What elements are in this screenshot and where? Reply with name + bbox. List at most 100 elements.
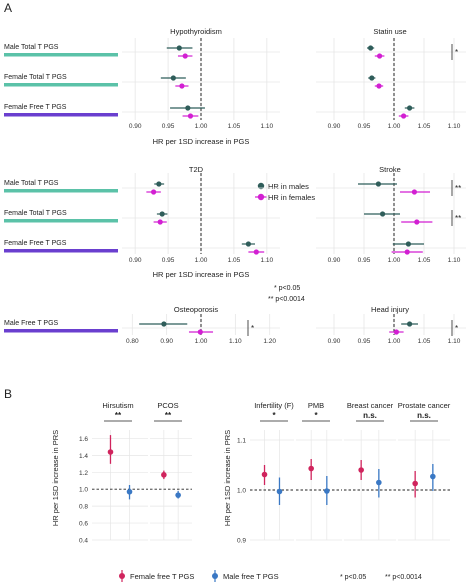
point-male — [161, 321, 167, 327]
point-female — [308, 465, 314, 472]
row-label: Male Total T PGS — [4, 44, 59, 51]
panel-b-pcos: PCOS** — [150, 401, 192, 541]
point-male — [375, 181, 381, 187]
x-tick-label: 0.95 — [358, 257, 371, 264]
x-tick-label: 1.10 — [261, 123, 274, 130]
point-male — [376, 479, 382, 486]
row-label-bar — [4, 219, 118, 223]
chart-title: Hypothyroidism — [170, 27, 222, 36]
legend-female-label: HR in females — [268, 193, 315, 202]
x-tick-label: 1.10 — [448, 123, 461, 130]
panel-b-infertility-f-: 0.9 1.0 1.1 Infertility (F)* — [237, 401, 294, 545]
chart-title: T2D — [189, 165, 204, 174]
x-tick-label: 1.05 — [418, 338, 431, 345]
x-tick-label: 0.95 — [358, 338, 371, 345]
row-label-bar — [4, 189, 118, 193]
point-female — [187, 113, 194, 119]
point-male — [380, 211, 386, 217]
x-tick-label: 1.05 — [418, 123, 431, 130]
point-male — [185, 105, 191, 111]
point-female — [414, 219, 420, 225]
sig-marker: n.s. — [417, 411, 431, 420]
row-label-bar — [4, 53, 118, 57]
y-tick-label: 1.0 — [79, 487, 88, 494]
x-tick-label: 1.10 — [448, 338, 461, 345]
x-tick-label: 0.90 — [129, 123, 142, 130]
panel-b-pmb: PMB* — [296, 401, 342, 541]
x-tick-label: 1.05 — [228, 123, 241, 130]
point-male — [405, 241, 411, 247]
x-tick-label: 1.10 — [448, 257, 461, 264]
row-label: Female Total T PGS — [4, 210, 67, 217]
point-male — [369, 75, 375, 81]
group-title: PMB — [308, 401, 324, 410]
y-tick-label: 0.8 — [79, 504, 88, 511]
x-tick-label: 0.90 — [129, 257, 142, 264]
chart-title: Stroke — [379, 165, 401, 174]
y-tick-label: 1.2 — [79, 470, 88, 477]
panel-label-b: B — [4, 387, 12, 401]
forest-plot-t2d: 0.90 0.95 1.00 1.05 1.10 T2D HR per 1SD increa… — [4, 165, 280, 279]
point-female — [253, 249, 259, 255]
sig-marker: * — [251, 324, 254, 333]
point-female — [376, 83, 382, 89]
sig-marker: n.s. — [363, 411, 377, 420]
point-male — [276, 488, 283, 495]
x-tick-label: 0.80 — [126, 338, 139, 345]
charts-layer: 0.90 0.95 1.00 1.05 1.10 Hypothyroidism HR per… — [4, 27, 466, 545]
panel-a-legend: HR in males HR in females — [255, 182, 315, 202]
x-axis-label: HR per 1SD increase in PGS — [153, 270, 250, 279]
y-tick-label: 1.0 — [237, 488, 246, 495]
point-female — [197, 329, 203, 335]
group-title: Hirsutism — [102, 401, 133, 410]
panel-b-sig-note-1: * p<0.05 — [340, 574, 366, 581]
row-label-bar — [4, 83, 118, 87]
point-female — [179, 83, 185, 89]
panel-b-legend: Female free T PGS Male free T PGS — [119, 570, 279, 582]
row-label: Male Free T PGS — [4, 320, 59, 327]
row-label-bar — [4, 329, 118, 333]
panel-a-sig-note-1: * p<0.05 — [274, 285, 300, 292]
group-title: Prostate cancer — [398, 401, 451, 410]
forest-plot-hypothyroidism: 0.90 0.95 1.00 1.05 1.10 Hypothyroidism HR per… — [4, 27, 280, 146]
x-tick-label: 1.20 — [263, 338, 276, 345]
point-male — [324, 488, 330, 494]
x-tick-label: 1.10 — [229, 338, 242, 345]
point-male — [156, 181, 162, 187]
point-male — [245, 241, 251, 247]
x-tick-label: 1.05 — [418, 257, 431, 264]
point-female — [393, 329, 399, 335]
point-male — [170, 75, 176, 81]
point-female — [404, 249, 410, 255]
panel-a-sig-note-2: ** p<0.0014 — [268, 296, 305, 303]
point-female — [411, 189, 417, 195]
x-tick-label: 1.05 — [228, 257, 241, 264]
panel-b-sig-note-2: ** p<0.0014 — [385, 574, 422, 581]
point-male — [430, 473, 436, 480]
legend-b-female-marker — [119, 573, 125, 579]
point-male — [159, 211, 165, 217]
row-label-bar — [4, 249, 118, 253]
point-male — [126, 488, 133, 495]
row-label: Female Free T PGS — [4, 104, 67, 111]
y-axis-label-left: HR per 1SD increase in PRS — [51, 430, 60, 526]
row-label: Male Total T PGS — [4, 180, 59, 187]
y-tick-label: 1.6 — [79, 436, 88, 443]
group-title: Infertility (F) — [254, 401, 294, 410]
group-title: PCOS — [157, 401, 178, 410]
panel-b-hirsutism: 0.4 0.6 0.8 1.0 1.2 1.4 1.6 Hirsutism** — [79, 401, 148, 545]
x-tick-label: 1.00 — [195, 257, 208, 264]
chart-title: Osteoporosis — [174, 305, 218, 314]
y-tick-label: 1.1 — [237, 438, 246, 445]
sig-marker: ** — [115, 411, 122, 420]
legend-b-male-marker — [212, 573, 218, 579]
sig-marker: * — [272, 411, 276, 420]
x-tick-label: 1.10 — [261, 257, 274, 264]
y-tick-label: 0.6 — [79, 521, 88, 528]
sig-marker: * — [314, 411, 318, 420]
forest-plot-stroke: 0.90 0.95 1.00 1.05 1.10 Stroke ** ** — [316, 165, 466, 264]
point-female — [358, 467, 364, 473]
